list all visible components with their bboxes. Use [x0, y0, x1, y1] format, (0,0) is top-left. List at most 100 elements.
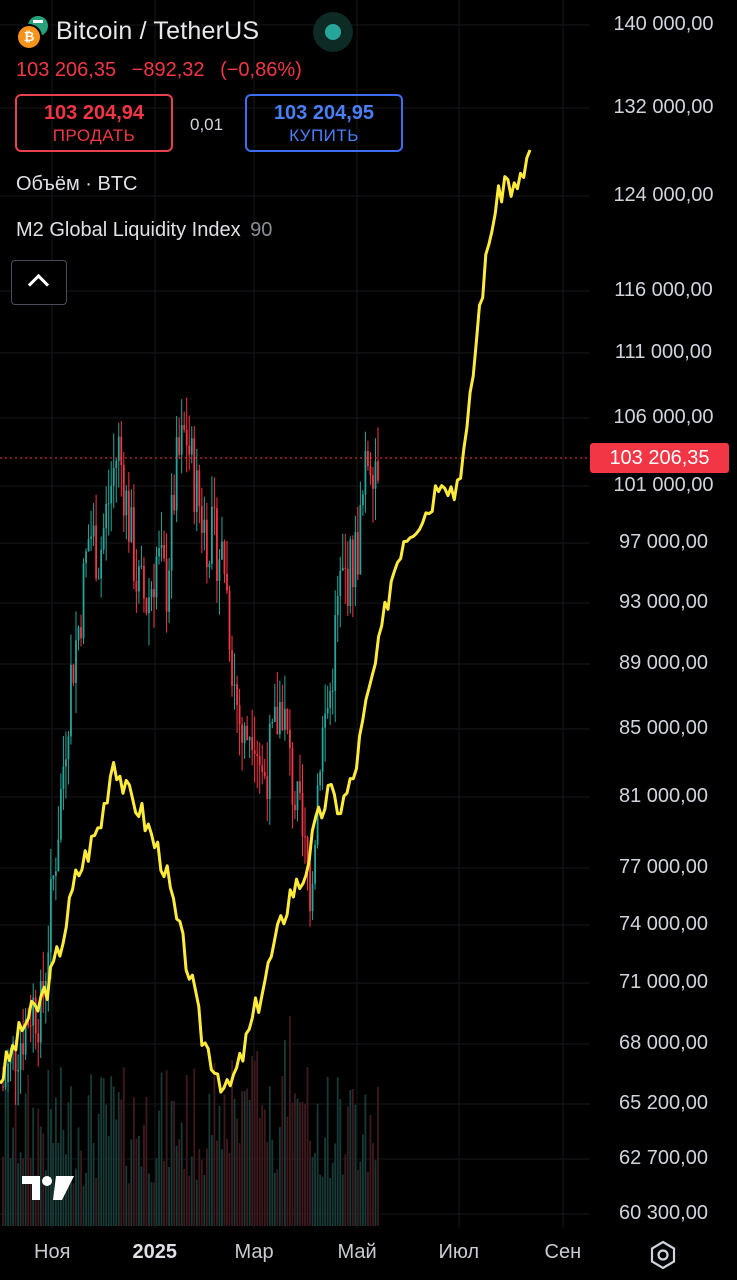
volume-bar [178, 1139, 181, 1226]
candle-body [369, 466, 372, 476]
volume-bar [188, 1175, 191, 1226]
volume-bar [341, 1174, 344, 1226]
volume-bar [120, 1099, 123, 1226]
candle-body [296, 781, 299, 811]
volume-bar [115, 1119, 118, 1226]
volume-bar [283, 1040, 286, 1226]
candle-body [132, 507, 135, 581]
market-status-indicator[interactable] [313, 12, 353, 52]
volume-bar [47, 1069, 50, 1226]
volume-bar [173, 1100, 176, 1226]
sell-button[interactable]: 103 204,94 ПРОДАТЬ [15, 94, 173, 152]
volume-bar [309, 1140, 311, 1226]
candle-body [251, 737, 254, 751]
candle-body [291, 748, 294, 805]
volume-bar [238, 1143, 241, 1226]
buy-button[interactable]: 103 204,95 КУПИТЬ [245, 94, 403, 152]
settings-hexagon-icon[interactable] [648, 1240, 678, 1270]
volume-bar [374, 1159, 377, 1226]
volume-bar [17, 1163, 20, 1226]
symbol-title-row[interactable]: ₿ Bitcoin / TetherUS [16, 14, 259, 50]
candle-body [319, 771, 322, 786]
volume-bar [236, 1118, 238, 1226]
candle-body [185, 429, 188, 446]
candle-body [117, 436, 120, 461]
candle-body [304, 836, 306, 838]
volume-bar [100, 1077, 103, 1226]
candle-body [24, 1019, 27, 1055]
price-axis-label: 132 000,00 [613, 96, 714, 118]
candle-body [314, 844, 316, 884]
candle-body [165, 558, 168, 612]
candle-body [195, 470, 198, 512]
candle-body [125, 490, 128, 516]
volume-bar [160, 1072, 163, 1226]
candle-body [148, 597, 150, 614]
candle-body [22, 1043, 25, 1055]
buy-label: КУПИТЬ [289, 126, 359, 145]
candle-body [122, 465, 125, 516]
candle-body [261, 765, 264, 773]
candle-body [213, 506, 216, 509]
candle-body [354, 532, 357, 588]
collapse-legend-button[interactable] [11, 260, 67, 305]
volume-bar [205, 1148, 208, 1226]
price-axis-label: 62 700,00 [619, 1147, 708, 1169]
candle-body [294, 804, 296, 811]
candle-body [14, 1041, 17, 1072]
candle-body [153, 589, 155, 598]
volume-bar [356, 1169, 359, 1226]
candle-body [82, 563, 85, 639]
candle-body [218, 559, 221, 581]
volume-bar [112, 1086, 115, 1226]
tradingview-logo[interactable] [20, 1172, 76, 1204]
candle-body [107, 503, 110, 505]
volume-bar [9, 1157, 12, 1226]
candle-body [180, 425, 183, 455]
price-axis-label: 60 300,00 [619, 1202, 708, 1224]
candle-body [286, 708, 289, 730]
candle-body [34, 997, 37, 1034]
candle-body [243, 725, 246, 743]
candle-body [72, 664, 75, 684]
candle-body [349, 539, 352, 607]
candle-body [248, 737, 251, 741]
price-axis-label: 65 200,00 [619, 1092, 708, 1114]
m2-liquidity-line [0, 149, 532, 1094]
candle-body [110, 485, 113, 504]
volume-bar [75, 1168, 77, 1226]
volume-indicator-legend[interactable]: Объём · BTC [16, 173, 138, 195]
candle-body [150, 589, 153, 598]
volume-bar [246, 1088, 249, 1226]
volume-bar [158, 1110, 160, 1226]
price-axis-label: 101 000,00 [613, 474, 714, 496]
volume-bar [67, 1102, 70, 1226]
candle-body [90, 536, 92, 539]
volume-bar [37, 1108, 40, 1226]
m2-indicator-name: M2 Global Liquidity Index [16, 219, 241, 241]
volume-bar [148, 1173, 150, 1226]
btc-candlesticks [2, 397, 379, 1106]
candle-body [160, 545, 163, 549]
candle-body [29, 1025, 32, 1027]
volume-bar [286, 1116, 289, 1226]
volume-bar [278, 1127, 281, 1226]
volume-bar [59, 1067, 62, 1226]
volume-bar [90, 1074, 92, 1226]
volume-bar [372, 1143, 374, 1226]
volume-bar [80, 1150, 82, 1226]
candle-body [170, 494, 173, 571]
price-axis-label: 97 000,00 [619, 531, 708, 553]
candle-body [77, 627, 80, 641]
volume-bar [213, 1062, 216, 1226]
candle-body [155, 556, 158, 598]
price-axis-label: 106 000,00 [613, 406, 714, 428]
last-price: 103 206,35 [16, 59, 117, 81]
candle-body [331, 690, 334, 692]
volume-bar [324, 1137, 327, 1226]
candle-body [178, 437, 181, 455]
candle-body [105, 503, 108, 529]
candle-body [175, 437, 178, 511]
m2-indicator-legend[interactable]: M2 Global Liquidity Index 90 [16, 219, 272, 242]
